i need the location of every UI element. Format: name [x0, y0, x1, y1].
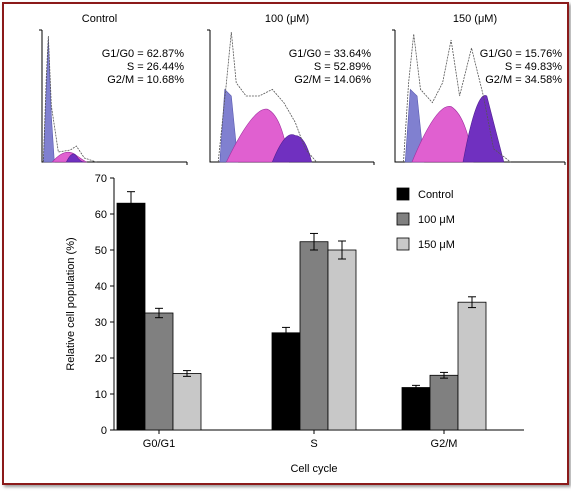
g2m-peak [462, 95, 505, 163]
legend-swatch [396, 237, 410, 251]
y-tick-label: 50 [95, 245, 107, 257]
bar [401, 387, 431, 431]
figure-frame: Control G1/G0 = 62.87% S = 26.44% G2/M = 10… [2, 2, 569, 485]
histogram-panel: 100 (μM) G1/G0 = 33.64%S = 52.89%G2/M = 1… [207, 13, 375, 165]
g2m-peak [65, 153, 85, 163]
x-tick-label: G2/M [431, 438, 458, 450]
phase-percentage: G1/G0 = 33.64% [289, 48, 371, 60]
histogram-axes [41, 30, 187, 163]
y-tick-label: 30 [95, 317, 107, 329]
phase-percentage: G1/G0 = 62.87% [102, 48, 184, 60]
legend-swatch [396, 187, 410, 201]
y-tick-label: 70 [95, 173, 107, 185]
bar [457, 301, 487, 431]
histogram-outline [42, 35, 97, 163]
bar [271, 332, 301, 431]
g1-peak [43, 37, 55, 163]
phase-percentage: S = 49.83% [505, 61, 562, 73]
phase-percentage: S = 26.44% [127, 61, 184, 73]
histogram-axes [209, 30, 374, 163]
y-tick-label: 60 [95, 209, 107, 221]
bar [144, 312, 174, 431]
x-tick-label: G0/G1 [143, 438, 175, 450]
bar [172, 373, 202, 431]
legend-label: 150 μM [418, 239, 455, 251]
bar-chart: 0 10 20 30 40 50 60 70 G0/G1 S G2/M Control 100 μM… [65, 173, 524, 475]
phase-percentage: G2/M = 10.68% [107, 74, 184, 86]
legend-swatch [396, 212, 410, 226]
histogram-panel: Control G1/G0 = 62.87%S = 26.44%G2/M = 10… [39, 13, 188, 165]
y-axis-label: Relative cell population (%) [65, 237, 77, 370]
y-tick-label: 40 [95, 281, 107, 293]
legend-label: Control [418, 189, 453, 201]
histogram-title: 100 (μM) [265, 13, 309, 25]
y-tick-label: 20 [95, 353, 107, 365]
bar [429, 374, 459, 431]
histogram-title: Control [82, 13, 117, 25]
histogram-outline [217, 31, 317, 163]
phase-percentage: G1/G0 = 15.76% [480, 48, 562, 60]
x-axis-label: Cell cycle [290, 463, 337, 475]
histogram-outline [403, 33, 511, 163]
phase-percentage: G2/M = 14.06% [294, 74, 371, 86]
y-tick-label: 0 [101, 425, 107, 437]
x-tick-label: S [310, 438, 317, 450]
bar [299, 241, 329, 431]
y-tick-label: 10 [95, 389, 107, 401]
phase-percentage: S = 52.89% [314, 61, 371, 73]
bar [116, 202, 146, 431]
figure-canvas: Control G1/G0 = 62.87%S = 26.44%G2/M = 10… [39, 13, 566, 475]
histogram-axes [394, 30, 565, 163]
legend-label: 100 μM [418, 214, 455, 226]
phase-percentage: G2/M = 34.58% [485, 74, 562, 86]
bar [327, 249, 357, 431]
histogram-title: 150 (μM) [453, 13, 497, 25]
histogram-panel: 150 (μM) G1/G0 = 15.76%S = 49.83%G2/M = 3… [392, 13, 566, 165]
